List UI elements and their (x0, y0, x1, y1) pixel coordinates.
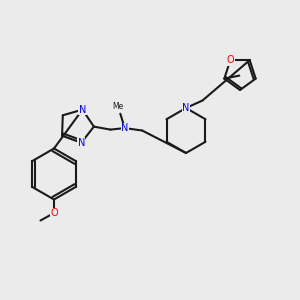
Text: O: O (226, 55, 234, 65)
Text: N: N (79, 105, 86, 115)
Text: Me: Me (112, 102, 124, 111)
Text: N: N (78, 138, 85, 148)
Text: N: N (182, 103, 190, 113)
Text: N: N (121, 123, 128, 133)
Text: O: O (50, 208, 58, 218)
